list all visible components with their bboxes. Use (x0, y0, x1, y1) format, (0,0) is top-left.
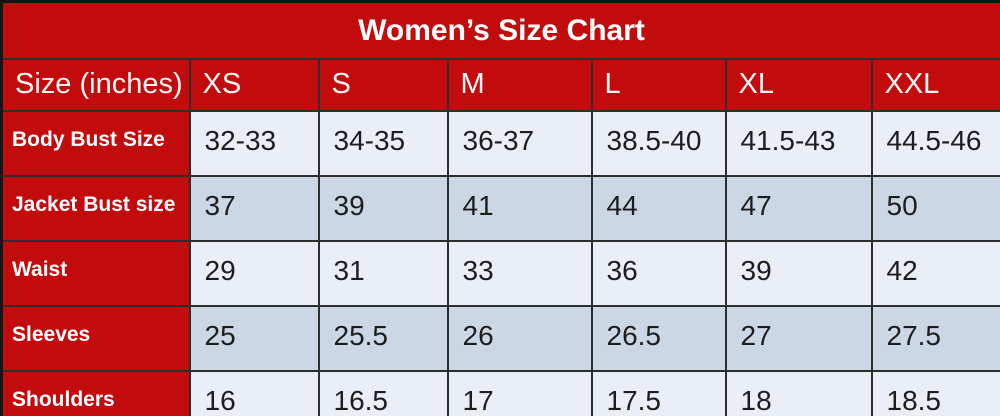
size-cell: 47 (724, 175, 873, 242)
chart-title: Women’s Size Chart (0, 0, 1000, 60)
size-cell: 27 (724, 305, 873, 372)
size-cell: 44 (590, 175, 727, 242)
size-cell: 39 (317, 175, 449, 242)
size-cell: 26 (446, 305, 593, 372)
row-label-jacket-bust-size: Jacket Bust size (0, 175, 191, 242)
size-cell: 41.5-43 (724, 110, 873, 177)
size-cell: 25.5 (317, 305, 449, 372)
row-label-waist: Waist (0, 240, 191, 307)
size-cell: 39 (724, 240, 873, 307)
size-cell: 32-33 (188, 110, 320, 177)
size-cell: 36 (590, 240, 727, 307)
header-l: L (590, 58, 727, 112)
header-xxl: XXL (870, 58, 1000, 112)
size-cell: 17 (446, 370, 593, 416)
row-label-shoulders: Shoulders (0, 370, 191, 416)
header-s: S (317, 58, 449, 112)
row-label-sleeves: Sleeves (0, 305, 191, 372)
header-xl: XL (724, 58, 873, 112)
size-cell: 26.5 (590, 305, 727, 372)
size-cell: 18 (724, 370, 873, 416)
size-cell: 17.5 (590, 370, 727, 416)
table-row-shoulders: Shoulders 16 16.5 17 17.5 18 18.5 (0, 370, 1000, 416)
size-cell: 37 (188, 175, 320, 242)
size-cell: 44.5-46 (870, 110, 1000, 177)
size-cell: 16 (188, 370, 320, 416)
size-cell: 31 (317, 240, 449, 307)
size-cell: 41 (446, 175, 593, 242)
size-cell: 33 (446, 240, 593, 307)
header-m: M (446, 58, 593, 112)
size-cell: 29 (188, 240, 320, 307)
header-row: Size (inches) XS S M L XL XXL (0, 58, 1000, 112)
table-row-waist: Waist 29 31 33 36 39 42 (0, 240, 1000, 307)
size-cell: 38.5-40 (590, 110, 727, 177)
table-row-jacket-bust-size: Jacket Bust size 37 39 41 44 47 50 (0, 175, 1000, 242)
title-row: Women’s Size Chart (0, 0, 1000, 60)
size-cell: 50 (870, 175, 1000, 242)
size-cell: 27.5 (870, 305, 1000, 372)
header-xs: XS (188, 58, 320, 112)
table-row-body-bust-size: Body Bust Size 32-33 34-35 36-37 38.5-40… (0, 110, 1000, 177)
size-cell: 42 (870, 240, 1000, 307)
size-cell: 34-35 (317, 110, 449, 177)
size-cell: 18.5 (870, 370, 1000, 416)
row-label-body-bust-size: Body Bust Size (0, 110, 191, 177)
size-cell: 16.5 (317, 370, 449, 416)
table-row-sleeves: Sleeves 25 25.5 26 26.5 27 27.5 (0, 305, 1000, 372)
size-cell: 25 (188, 305, 320, 372)
size-cell: 36-37 (446, 110, 593, 177)
header-size-inches: Size (inches) (0, 58, 191, 112)
